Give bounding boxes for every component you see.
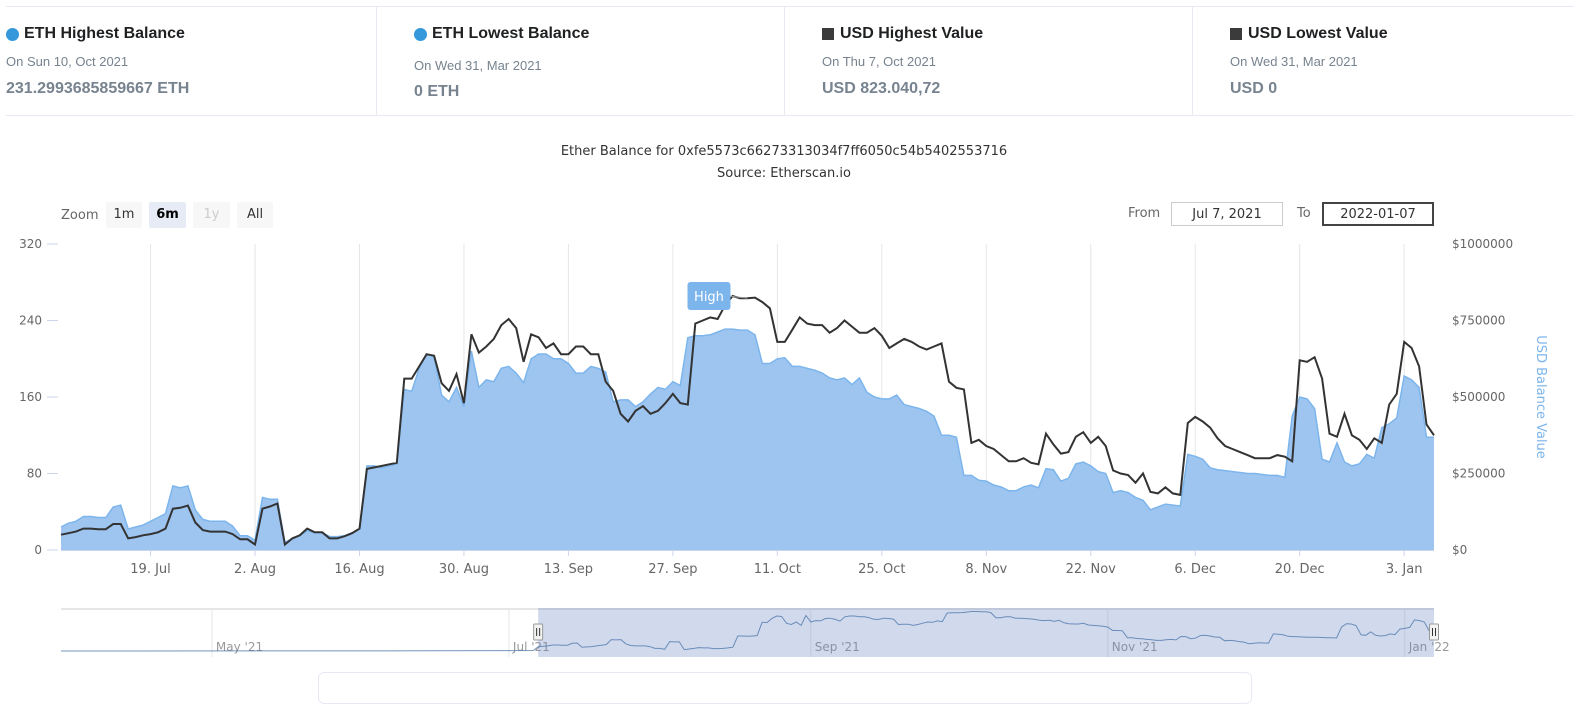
y-right-axis-title: USD Balance Value xyxy=(1533,335,1548,459)
usd-highest-title: USD Highest Value xyxy=(822,25,983,43)
x-tick-label: 25. Oct xyxy=(858,562,905,577)
y-right-tick-label: $0 xyxy=(1452,543,1467,557)
navigator-label: Sep '21 xyxy=(815,640,860,654)
y-right-tick-label: $500000 xyxy=(1452,390,1505,404)
zoom-label: Zoom xyxy=(61,208,99,223)
to-label: To xyxy=(1297,206,1311,221)
x-tick-label: 30. Aug xyxy=(439,562,489,577)
x-tick-label: 20. Dec xyxy=(1275,562,1325,577)
y-left-tick-label: 160 xyxy=(19,390,42,404)
balance-chart: High 19. Jul 2. Aug 16. Aug 30. Aug 13. Sep 2… xyxy=(19,237,1548,577)
bottom-panel xyxy=(318,672,1252,704)
eth-balance-area xyxy=(61,329,1434,550)
zoom-all-button[interactable]: All xyxy=(237,202,273,228)
x-tick-label: 19. Jul xyxy=(130,562,171,577)
navigator-label: Jan '22 xyxy=(1408,640,1450,654)
from-date-input[interactable] xyxy=(1171,202,1283,226)
y-right-tick-label: $1000000 xyxy=(1452,237,1513,251)
high-flag[interactable] xyxy=(687,282,731,310)
usd-highest-date: On Thu 7, Oct 2021 xyxy=(822,54,936,69)
usd-highest-value: USD 823.040,72 xyxy=(822,80,941,97)
y-left-tick-label: 320 xyxy=(19,237,42,251)
x-tick-label: 3. Jan xyxy=(1386,562,1423,577)
y-right-tick-label: $750000 xyxy=(1452,314,1505,328)
usd-lowest-value: USD 0 xyxy=(1230,80,1278,97)
summary-cards: ETH Highest Balance On Sun 10, Oct 2021 … xyxy=(6,6,1574,116)
y-right-tick-label: $250000 xyxy=(1452,467,1505,481)
navigator-series-line xyxy=(60,611,1434,652)
chart-title: Ether Balance for 0xfe5573c66273313034f7… xyxy=(560,144,1008,159)
zoom-6m-button[interactable]: 6m xyxy=(149,202,186,228)
navigator-label: Nov '21 xyxy=(1112,640,1158,654)
usd-lowest-title: USD Lowest Value xyxy=(1230,25,1388,43)
eth-highest-balance-card: ETH Highest Balance On Sun 10, Oct 2021 … xyxy=(6,7,376,115)
eth-highest-value: 231.2993685859667 ETH xyxy=(6,80,190,97)
eth-lowest-date: On Wed 31, Mar 2021 xyxy=(414,58,542,73)
usd-highest-value-card: USD Highest Value On Thu 7, Oct 2021 USD… xyxy=(784,7,1193,115)
chart-axes: 19. Jul 2. Aug 16. Aug 30. Aug 13. Sep 27. Se… xyxy=(19,237,1513,577)
zoom-1y-button: 1y xyxy=(193,202,230,228)
x-tick-label: 13. Sep xyxy=(544,562,593,577)
navigator-right-handle[interactable] xyxy=(1429,623,1439,641)
usd-value-line xyxy=(60,294,1435,547)
eth-highest-date: On Sun 10, Oct 2021 xyxy=(6,54,129,69)
chart-subtitle: Source: Etherscan.io xyxy=(717,166,851,181)
eth-lowest-value: 0 ETH xyxy=(414,83,460,100)
navigator-label: May '21 xyxy=(216,640,263,654)
blue-dot-icon xyxy=(414,27,427,41)
x-tick-label: 27. Sep xyxy=(648,562,697,577)
eth-lowest-title: ETH Lowest Balance xyxy=(414,25,589,43)
dark-square-icon xyxy=(822,28,834,40)
y-left-tick-label: 80 xyxy=(27,467,42,481)
eth-highest-title: ETH Highest Balance xyxy=(6,25,185,43)
to-date-input[interactable] xyxy=(1322,202,1434,226)
eth-lowest-balance-card: ETH Lowest Balance On Wed 31, Mar 2021 0… xyxy=(376,7,785,115)
handle-body[interactable] xyxy=(1429,623,1439,641)
y-left-tick-label: 0 xyxy=(34,543,42,557)
navigator-selection[interactable] xyxy=(538,608,1434,657)
x-tick-label: 2. Aug xyxy=(234,562,276,577)
usd-lowest-date: On Wed 31, Mar 2021 xyxy=(1230,54,1358,69)
zoom-1m-button[interactable]: 1m xyxy=(106,202,142,228)
navigator-left-handle[interactable] xyxy=(533,623,544,641)
dark-square-icon xyxy=(1230,28,1242,40)
high-flag-label: High xyxy=(694,290,724,305)
x-tick-label: 16. Aug xyxy=(334,562,384,577)
x-tick-label: 22. Nov xyxy=(1066,562,1116,577)
x-tick-label: 6. Dec xyxy=(1174,562,1216,577)
chart-series: High xyxy=(60,282,1435,550)
blue-dot-icon xyxy=(6,27,19,41)
x-tick-label: 11. Oct xyxy=(754,562,801,577)
x-tick-label: 8. Nov xyxy=(965,562,1007,577)
high-flag-connector xyxy=(727,295,748,299)
usd-lowest-value-card: USD Lowest Value On Wed 31, Mar 2021 USD… xyxy=(1192,7,1575,115)
from-label: From xyxy=(1128,206,1161,221)
handle-body[interactable] xyxy=(533,623,544,641)
y-left-tick-label: 240 xyxy=(19,314,42,328)
